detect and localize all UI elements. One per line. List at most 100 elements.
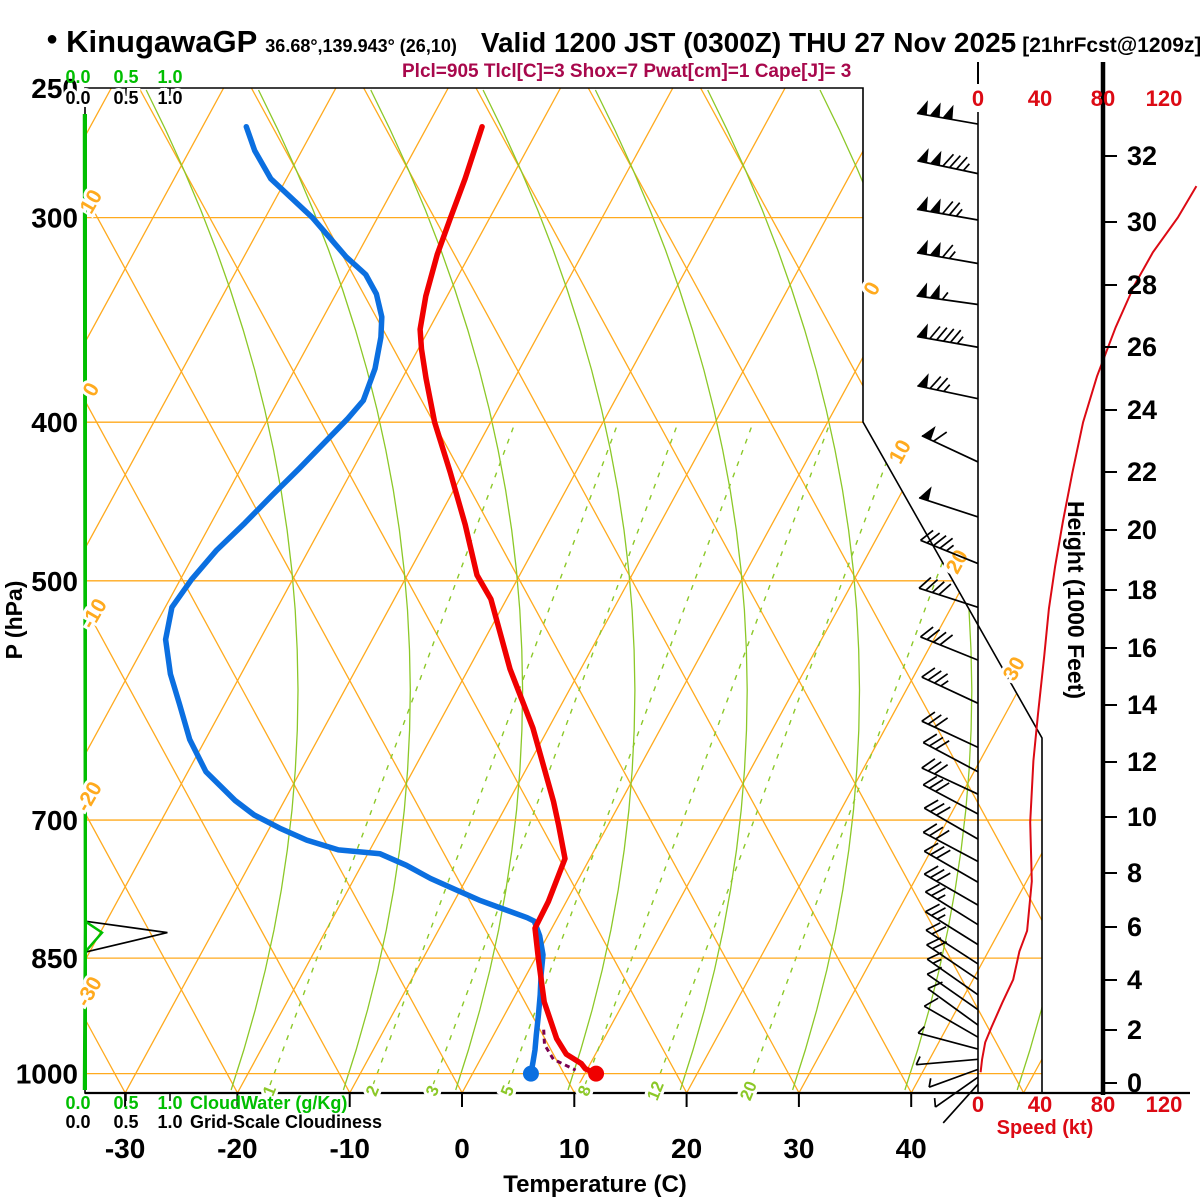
surface-temperature-dot [588, 1065, 605, 1082]
temperature-axis-title: Temperature (C) [503, 1171, 687, 1198]
wind-barb [923, 799, 979, 840]
isotherm-line [798, 88, 1042, 1093]
isotherm-line [85, 88, 449, 1093]
parcel-path [542, 1029, 577, 1072]
wind-barb [922, 775, 979, 815]
dry-adiabat-line [700, 88, 1042, 1093]
pressure-tick-label: 400 [31, 407, 78, 438]
height-tick-label: 22 [1127, 457, 1157, 487]
temperature-tick-label: 30 [783, 1133, 814, 1164]
moist-adiabat-line [145, 89, 299, 1091]
cloudwater-scale-top: 0.5 [113, 67, 138, 87]
height-tick-label: 6 [1127, 912, 1142, 942]
wind-barb [918, 576, 979, 609]
cloudiness-scale-bottom: 1.0 [157, 1112, 182, 1132]
wind-speed-curve-group [979, 185, 1198, 1073]
wind-barb [924, 903, 979, 946]
cloudwater-scale-top: 0.0 [65, 67, 90, 87]
temperature-tick-label: 40 [896, 1133, 927, 1164]
svg-text:2: 2 [362, 1083, 383, 1099]
speed-tick-label-top: 80 [1091, 86, 1115, 111]
stability-indices-line: Plcl=905 Tlcl[C]=3 Shox=7 Pwat[cm]=1 Cap… [402, 61, 852, 82]
wind-barb [926, 951, 979, 996]
mixing-ratio-line [372, 421, 619, 1086]
svg-text:-30: -30 [72, 973, 107, 1011]
svg-text:0: 0 [78, 379, 104, 401]
wind-barb [921, 667, 979, 705]
speed-tick-label-bottom: 0 [972, 1092, 984, 1117]
cloudiness-scale-top: 0.0 [65, 88, 90, 108]
wind-barb [921, 758, 979, 795]
plot-frame [84, 62, 1190, 1107]
isotherm-line [85, 88, 562, 1093]
speed-tick-label-bottom: 40 [1028, 1092, 1052, 1117]
temperature-tick-label: -20 [217, 1133, 257, 1164]
pressure-tick-label: 500 [31, 566, 78, 597]
cloudiness-scale-bottom: 0.0 [65, 1112, 90, 1132]
isotherm-line [236, 88, 786, 1093]
dry-adiabat-line [85, 88, 239, 1093]
pressure-tick-label: 300 [31, 203, 78, 234]
svg-text:8: 8 [574, 1083, 595, 1099]
height-tick-label: 14 [1127, 690, 1157, 720]
svg-text:10: 10 [76, 186, 108, 218]
wind-barb [924, 883, 979, 926]
wind-barb [916, 239, 979, 265]
height-tick-label: 20 [1127, 515, 1157, 545]
height-tick-label: 24 [1127, 395, 1157, 425]
height-tick-label: 16 [1127, 633, 1157, 663]
title-bar: ● KinugawaGP 36.68°,139.943° (26,10) Valid … [46, 24, 1200, 60]
mixing-ratio-line [584, 421, 831, 1086]
temperature-axis: -30 -20 -10 0 10 20 30 40 Temperature (C) [105, 1133, 927, 1198]
svg-text:-10: -10 [77, 595, 112, 633]
cloudiness-row-label: Grid-Scale Cloudiness [190, 1112, 382, 1132]
svg-text:12: 12 [643, 1078, 668, 1103]
dry-adiabat-line [85, 88, 576, 1093]
wind-barb [921, 711, 979, 749]
wind-barb [919, 626, 979, 661]
wind-barb [922, 823, 979, 863]
wind-barb [917, 1026, 979, 1050]
cloudwater-row-label: CloudWater (g/Kg) [190, 1093, 347, 1113]
temperature-curve [417, 123, 599, 1077]
dewpoint-curve [162, 123, 546, 1077]
pressure-axis: 250 300 400 500 700 850 1000 P (hPa) [1, 73, 78, 1090]
pressure-tick-label: 700 [31, 805, 78, 836]
dry-adiabat-line [475, 88, 1025, 1093]
dry-adiabat-line [587, 88, 1042, 1093]
wind-barb [923, 997, 979, 1038]
cloudwater-scale-bottom: 1.0 [157, 1093, 182, 1113]
moist-adiabat-line [482, 89, 636, 1091]
height-tick-label: 30 [1127, 207, 1157, 237]
temperature-tick-label: -30 [105, 1133, 145, 1164]
cloudwater-scale-top: 1.0 [157, 67, 182, 87]
dry-adiabat-line [363, 88, 912, 1093]
pressure-tick-label: 850 [31, 943, 78, 974]
wind-barb [916, 323, 979, 349]
wind-barb [917, 373, 979, 400]
mixing-ratio-line [507, 421, 754, 1086]
speed-tick-label-bottom: 80 [1091, 1092, 1115, 1117]
pressure-tick-label: 250 [31, 73, 78, 104]
wind-barb [917, 148, 979, 175]
skewt-background-lines [85, 88, 1042, 1093]
speed-axis-title: Speed (kt) [997, 1117, 1094, 1139]
valid-time: Valid 1200 JST (0300Z) THU 27 Nov 2025 [480, 27, 1017, 58]
station-name: KinugawaGP [66, 24, 258, 59]
speed-tick-label-bottom: 120 [1146, 1092, 1183, 1117]
wind-barb [915, 1056, 979, 1066]
svg-text:10: 10 [885, 436, 916, 468]
height-tick-label: 0 [1127, 1068, 1142, 1098]
wind-speed-curve [979, 185, 1198, 1073]
speed-tick-label-top: 120 [1146, 86, 1183, 111]
mixing-ratio-line [432, 421, 679, 1086]
dry-adiabat-line [85, 88, 351, 1093]
dry-adiabat-line [85, 88, 463, 1093]
mixing-ratio-line [655, 421, 902, 1086]
cloudwater-scale-bottom: 0.5 [113, 1093, 138, 1113]
wind-barb [942, 1083, 979, 1124]
wind-barb [918, 486, 979, 518]
